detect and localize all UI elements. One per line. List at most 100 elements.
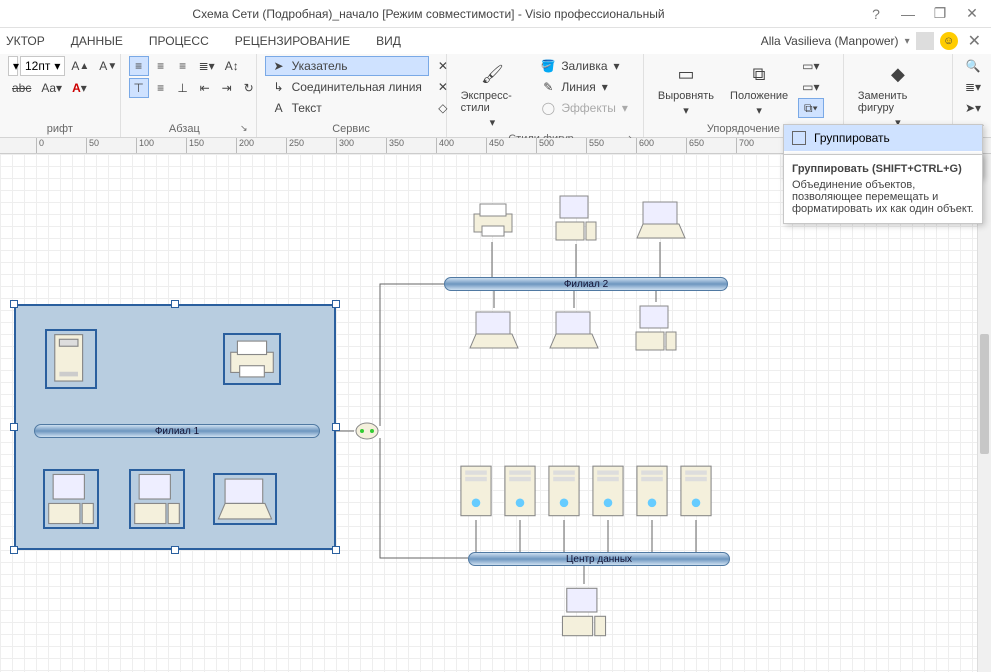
ruler-tick: 700 xyxy=(736,138,754,154)
text-tool-button[interactable]: AТекст xyxy=(265,98,429,118)
printer-shape[interactable] xyxy=(468,198,518,242)
server-shape[interactable] xyxy=(632,464,672,520)
help-button[interactable]: ? xyxy=(865,4,887,24)
laptop-shape[interactable] xyxy=(632,198,690,242)
ruler-tick: 150 xyxy=(186,138,204,154)
font-combo[interactable]: ▾ xyxy=(8,56,18,76)
network-bus-bar[interactable]: Филиал 1 xyxy=(34,424,320,438)
shrink-font-button[interactable]: A▼ xyxy=(95,56,121,76)
position-button[interactable]: ⧉ Положение▾ xyxy=(724,56,794,121)
user-avatar[interactable] xyxy=(916,32,934,50)
laptop-shape[interactable] xyxy=(466,308,522,352)
laptop-shape[interactable] xyxy=(214,474,276,524)
group-tooltip: Группировать (SHIFT+CTRL+G) Объединение … xyxy=(783,154,983,224)
pointer-icon: ➤ xyxy=(272,59,286,73)
close-button[interactable]: ✕ xyxy=(961,4,983,24)
increase-indent-button[interactable]: ⇥ xyxy=(217,78,237,98)
align-top-button[interactable]: ⊤ xyxy=(129,78,149,98)
font-size-combo[interactable]: 12пт ▾ xyxy=(20,56,65,76)
doc-close-button[interactable]: ✕ xyxy=(964,31,985,51)
effects-button[interactable]: ◯Эффекты▾ xyxy=(534,98,635,118)
bring-forward-button[interactable]: ▭▾ xyxy=(798,56,823,76)
restore-button[interactable]: ❐ xyxy=(929,4,951,24)
font-group-label: рифт xyxy=(8,123,112,137)
tab-constructor[interactable]: УКТОР xyxy=(6,34,45,48)
align-left-button[interactable]: ≡ xyxy=(129,56,149,76)
select-button[interactable]: ➤▾ xyxy=(961,98,985,118)
align-bottom-button[interactable]: ⊥ xyxy=(173,78,193,98)
text-tool-icon: A xyxy=(272,101,286,115)
title-bar: Схема Сети (Подробная)_начало [Режим сов… xyxy=(0,0,991,28)
selection-handle[interactable] xyxy=(10,300,18,308)
tooltip-body: Объединение объектов, позволяющее переме… xyxy=(792,179,974,215)
orientation-button[interactable]: A↕ xyxy=(221,56,243,76)
send-backward-button[interactable]: ▭▾ xyxy=(798,77,823,97)
grow-font-button[interactable]: A▲ xyxy=(67,56,93,76)
tab-process[interactable]: ПРОЦЕСС xyxy=(149,34,209,48)
server-shape[interactable] xyxy=(544,464,584,520)
feedback-smile-icon[interactable]: ☺ xyxy=(940,32,958,50)
printer-shape[interactable] xyxy=(224,334,280,384)
align-center-button[interactable]: ≡ xyxy=(151,56,171,76)
tower-shape[interactable] xyxy=(46,330,96,388)
ribbon-tabs: УКТОР ДАННЫЕ ПРОЦЕСС РЕЦЕНЗИРОВАНИЕ ВИД xyxy=(0,34,401,48)
server-shape[interactable] xyxy=(456,464,496,520)
connector-icon: ↳ xyxy=(272,80,286,94)
canvas-viewport[interactable]: Филиал 1 Филиал 2 Центр данных xyxy=(0,154,977,672)
selection-handle[interactable] xyxy=(171,546,179,554)
tab-view[interactable]: ВИД xyxy=(376,34,401,48)
selection-handle[interactable] xyxy=(171,300,179,308)
paragraph-group-label: Абзац xyxy=(169,123,200,135)
selection-handle[interactable] xyxy=(10,546,18,554)
tab-review[interactable]: РЕЦЕНЗИРОВАНИЕ xyxy=(235,34,350,48)
align-middle-button[interactable]: ≡ xyxy=(151,78,171,98)
decrease-indent-button[interactable]: ⇤ xyxy=(195,78,215,98)
font-color-button[interactable]: A▾ xyxy=(68,78,91,98)
pc-shape[interactable] xyxy=(44,470,98,528)
server-shape[interactable] xyxy=(588,464,628,520)
group-menu-item[interactable]: Группировать xyxy=(784,125,982,151)
ruler-tick: 0 xyxy=(36,138,44,154)
user-name[interactable]: Alla Vasilieva (Manpower) xyxy=(761,34,899,48)
change-case-button[interactable]: Aa▾ xyxy=(37,78,66,98)
fill-button[interactable]: 🪣Заливка▾ xyxy=(534,56,635,76)
group-menu-button[interactable]: ⧉▾ xyxy=(798,98,823,118)
find-button[interactable]: 🔍 xyxy=(961,56,985,76)
quick-styles-button[interactable]: 🖌 Экспресс-стили▾ xyxy=(455,56,531,133)
pc-shape[interactable] xyxy=(130,470,184,528)
selection-handle[interactable] xyxy=(10,423,18,431)
server-shape[interactable] xyxy=(676,464,716,520)
connector-tool-button[interactable]: ↳Соединительная линия xyxy=(265,77,429,97)
strike-button[interactable]: abc xyxy=(8,78,35,98)
pointer-tool-button[interactable]: ➤Указатель xyxy=(265,56,429,76)
ruler-tick: 50 xyxy=(86,138,99,154)
scrollbar-thumb[interactable] xyxy=(980,334,989,454)
server-shape[interactable] xyxy=(500,464,540,520)
bullets-button[interactable]: ≣▾ xyxy=(195,56,219,76)
align-right-button[interactable]: ≡ xyxy=(173,56,193,76)
layers-button[interactable]: ≣▾ xyxy=(961,77,985,97)
effects-icon: ◯ xyxy=(541,101,555,115)
tab-data[interactable]: ДАННЫЕ xyxy=(71,34,123,48)
selection-handle[interactable] xyxy=(332,300,340,308)
laptop-shape[interactable] xyxy=(546,308,602,352)
network-bus-bar[interactable]: Центр данных xyxy=(468,552,730,566)
ruler-tick: 500 xyxy=(536,138,554,154)
pc-shape[interactable] xyxy=(552,192,600,244)
replace-shape-button[interactable]: ◆ Заменить фигуру▾ xyxy=(852,56,944,133)
vertical-scrollbar[interactable] xyxy=(977,154,991,672)
tooltip-title: Группировать (SHIFT+CTRL+G) xyxy=(792,163,974,175)
router-shape[interactable] xyxy=(354,420,380,442)
paragraph-dialog-launcher[interactable]: ↘ xyxy=(240,123,248,134)
minimize-button[interactable]: — xyxy=(897,4,919,24)
selection-handle[interactable] xyxy=(332,423,340,431)
ruler-tick: 400 xyxy=(436,138,454,154)
line-button[interactable]: ✎Линия▾ xyxy=(534,77,635,97)
quick-styles-icon: 🖌 xyxy=(478,60,506,88)
pc-shape[interactable] xyxy=(558,584,610,640)
drawing-canvas[interactable]: Филиал 1 Филиал 2 Центр данных xyxy=(0,154,977,672)
network-bus-bar[interactable]: Филиал 2 xyxy=(444,277,728,291)
align-button[interactable]: ▭ Выровнять▾ xyxy=(652,56,720,121)
selection-handle[interactable] xyxy=(332,546,340,554)
pc-shape[interactable] xyxy=(632,302,680,354)
